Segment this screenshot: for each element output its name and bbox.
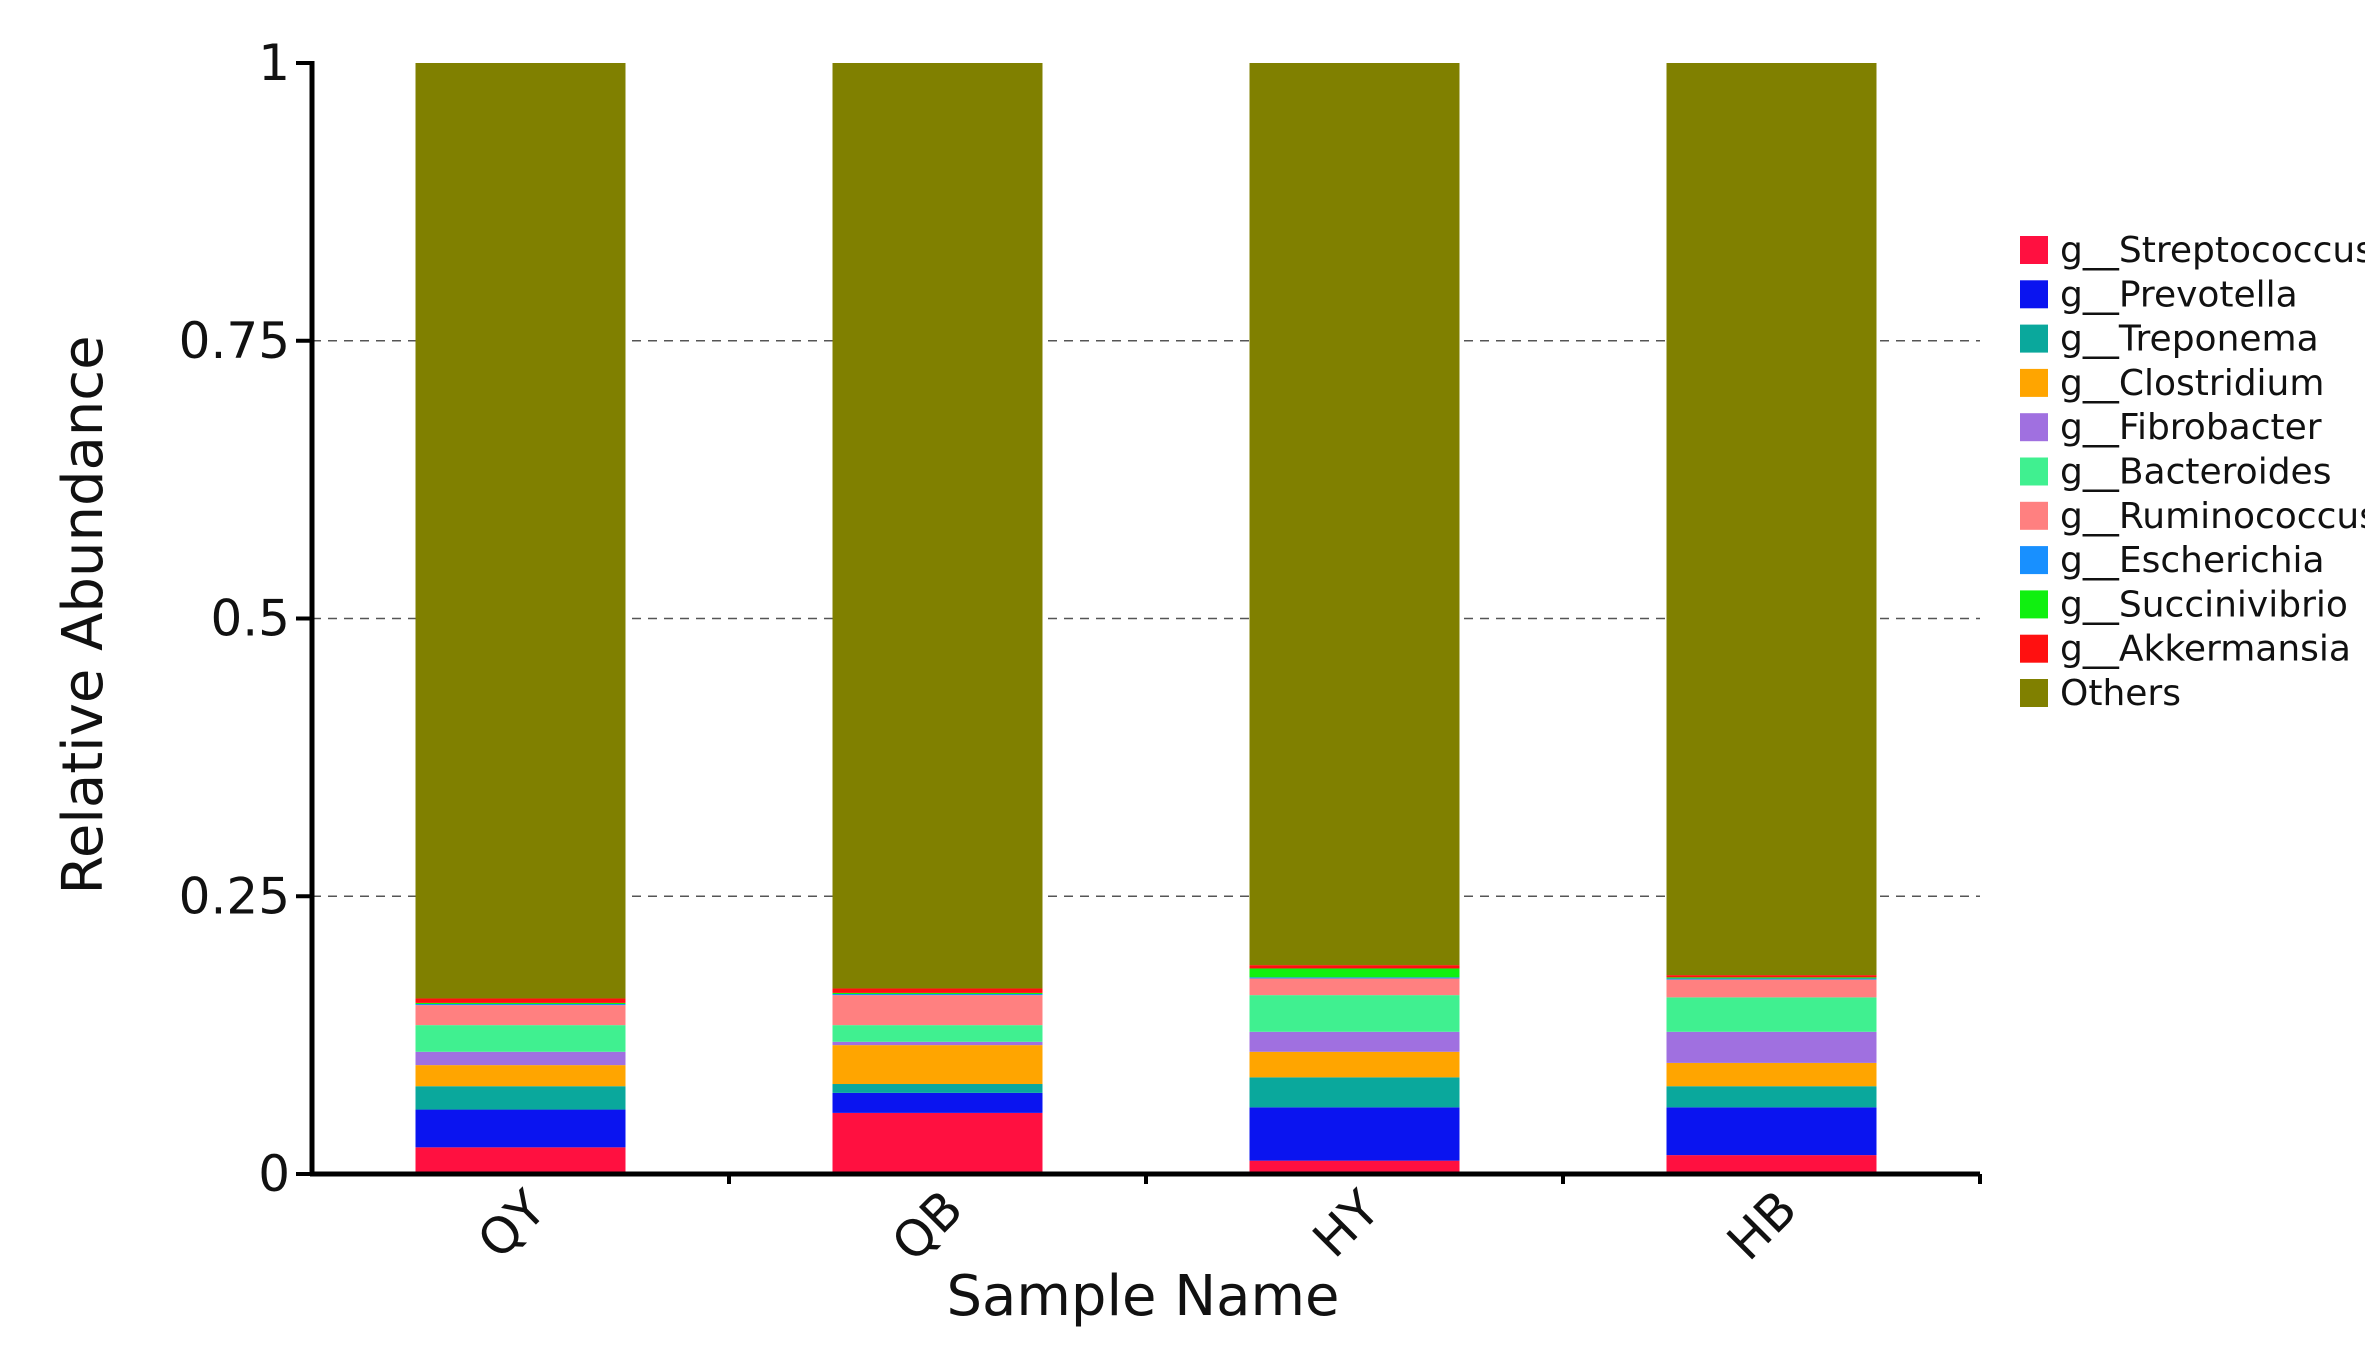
bar-segment bbox=[832, 1084, 1043, 1093]
legend-label: g__Streptococcus bbox=[2060, 230, 2365, 271]
bar-segment bbox=[1666, 979, 1877, 998]
bar-segment bbox=[1666, 1086, 1877, 1108]
y-tick-label: 1 bbox=[258, 34, 290, 92]
x-tick-label: QY bbox=[467, 1179, 558, 1270]
legend-swatch bbox=[2020, 368, 2048, 397]
bar-segment bbox=[415, 1025, 626, 1052]
bar-segment bbox=[832, 1092, 1043, 1113]
legend-swatch bbox=[2020, 324, 2048, 353]
y-axis-title: Relative Abundance bbox=[51, 335, 116, 894]
bar-segment bbox=[1666, 997, 1877, 1032]
bar-segment bbox=[1666, 1155, 1877, 1174]
bar-segment bbox=[415, 1051, 626, 1066]
bar-segment bbox=[1249, 1051, 1460, 1078]
legend-label: g__Succinivibrio bbox=[2060, 584, 2348, 625]
axes bbox=[296, 61, 1982, 1184]
legend-label: g__Escherichia bbox=[2060, 540, 2325, 581]
legend-label: g__Ruminococcus bbox=[2060, 496, 2365, 537]
legend: g__Streptococcusg__Prevotellag__Treponem… bbox=[2020, 230, 2365, 714]
bar-segment bbox=[1249, 968, 1460, 978]
bar-segment bbox=[1666, 977, 1877, 979]
bar-segment bbox=[415, 1002, 626, 1005]
y-tick-label: 0 bbox=[258, 1145, 290, 1203]
bar-segment bbox=[415, 1065, 626, 1087]
legend-swatch bbox=[2020, 501, 2048, 530]
bar-segment bbox=[832, 994, 1043, 996]
bar-segment bbox=[1666, 1107, 1877, 1156]
bar-segment bbox=[832, 1025, 1043, 1042]
legend-label: g__Treponema bbox=[2060, 319, 2319, 360]
legend-swatch bbox=[2020, 590, 2048, 619]
bar-segment bbox=[415, 1004, 626, 1006]
bar-segment bbox=[832, 1041, 1043, 1046]
bar-segment bbox=[832, 63, 1043, 989]
y-tick-label: 0.25 bbox=[179, 867, 290, 925]
bar-segment bbox=[1249, 1031, 1460, 1052]
legend-swatch bbox=[2020, 634, 2048, 663]
x-tick-label: HY bbox=[1302, 1179, 1392, 1269]
legend-swatch bbox=[2020, 679, 2048, 707]
bar-segment bbox=[415, 998, 626, 1003]
bar-segment bbox=[832, 1045, 1043, 1085]
bar-segment bbox=[1249, 1107, 1460, 1161]
legend-label: g__Clostridium bbox=[2060, 363, 2324, 404]
bar-segment bbox=[1666, 1031, 1877, 1063]
legend-swatch bbox=[2020, 236, 2048, 264]
y-tick-label: 0.5 bbox=[210, 590, 290, 648]
legend-label: g__Bacteroides bbox=[2060, 452, 2331, 493]
bar-segment bbox=[1249, 977, 1460, 979]
bar-segment bbox=[1249, 995, 1460, 1032]
legend-swatch bbox=[2020, 457, 2048, 486]
bar-segment bbox=[832, 995, 1043, 1026]
bar-segment bbox=[415, 63, 626, 999]
bar-segment bbox=[415, 1147, 626, 1174]
bar-segment bbox=[832, 1112, 1043, 1174]
x-tick-label: QB bbox=[881, 1179, 974, 1272]
x-tick-label: HB bbox=[1716, 1179, 1808, 1271]
bars bbox=[415, 63, 1877, 1174]
bar-segment bbox=[1249, 965, 1460, 969]
bar-segment bbox=[1666, 63, 1877, 976]
y-tick-label: 0.75 bbox=[179, 312, 290, 370]
x-axis-title: Sample Name bbox=[947, 1264, 1340, 1329]
legend-swatch bbox=[2020, 280, 2048, 309]
legend-swatch bbox=[2020, 546, 2048, 575]
bar-segment bbox=[415, 1005, 626, 1026]
legend-label: g__Akkermansia bbox=[2060, 629, 2351, 670]
bar-segment bbox=[1249, 1160, 1460, 1174]
bar-segment bbox=[415, 1109, 626, 1148]
legend-swatch bbox=[2020, 413, 2048, 442]
legend-label: Others bbox=[2060, 673, 2181, 714]
bar-segment bbox=[1249, 1077, 1460, 1108]
bar-segment bbox=[1249, 63, 1460, 966]
bar-segment bbox=[832, 988, 1043, 993]
bar-segment bbox=[1666, 1062, 1877, 1087]
legend-label: g__Prevotella bbox=[2060, 274, 2298, 315]
bar-segment bbox=[1666, 978, 1877, 980]
bar-segment bbox=[1249, 978, 1460, 996]
bar-segment bbox=[1666, 975, 1877, 978]
legend-label: g__Fibrobacter bbox=[2060, 407, 2322, 448]
bar-segment bbox=[832, 992, 1043, 995]
bar-segment bbox=[415, 1086, 626, 1110]
